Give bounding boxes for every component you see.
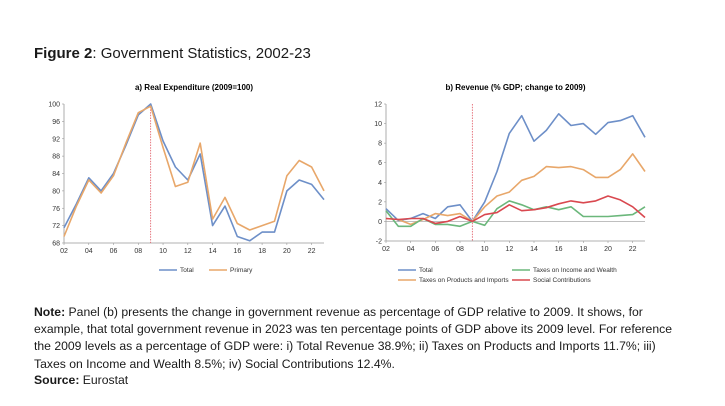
y-tick-label: 96 bbox=[52, 119, 60, 126]
x-tick-label: 06 bbox=[431, 246, 439, 253]
figure-title: Figure 2: Government Statistics, 2002-23 bbox=[34, 45, 311, 62]
x-tick-label: 16 bbox=[233, 248, 241, 255]
legend-label: Primary bbox=[230, 267, 253, 274]
x-tick-label: 16 bbox=[555, 246, 563, 253]
y-tick-label: 12 bbox=[374, 102, 382, 109]
x-tick-label: 20 bbox=[283, 248, 291, 255]
note-paragraph: Note: Panel (b) presents the change in g… bbox=[34, 304, 684, 373]
source-text: Eurostat bbox=[79, 373, 129, 387]
series-line-taxes-on-products-and-imports bbox=[385, 153, 646, 226]
series-line-total bbox=[385, 112, 646, 223]
series-line-primary bbox=[63, 105, 325, 237]
x-tick-label: 14 bbox=[530, 246, 538, 253]
y-tick-label: 4 bbox=[378, 180, 382, 187]
y-tick-label: 6 bbox=[378, 160, 382, 167]
y-tick-label: 84 bbox=[52, 171, 60, 178]
y-tick-label: 100 bbox=[48, 102, 60, 109]
x-tick-label: 18 bbox=[579, 246, 587, 253]
y-tick-label: 72 bbox=[52, 223, 60, 230]
x-tick-label: 14 bbox=[209, 248, 217, 255]
y-tick-label: 80 bbox=[52, 188, 60, 195]
note-text: Panel (b) presents the change in governm… bbox=[34, 305, 672, 371]
source-line: Source: Eurostat bbox=[34, 373, 128, 387]
x-tick-label: 10 bbox=[481, 246, 489, 253]
x-tick-label: 10 bbox=[159, 248, 167, 255]
note-label: Note: bbox=[34, 305, 66, 319]
x-tick-label: 12 bbox=[184, 248, 192, 255]
figure-title-text: : Government Statistics, 2002-23 bbox=[92, 45, 311, 62]
chart-title: b) Revenue (% GDP; change to 2009) bbox=[445, 83, 585, 92]
y-tick-label: 76 bbox=[52, 206, 60, 213]
x-tick-label: 02 bbox=[382, 246, 390, 253]
y-tick-label: 68 bbox=[52, 241, 60, 248]
y-tick-label: 0 bbox=[378, 219, 382, 226]
x-tick-label: 04 bbox=[407, 246, 415, 253]
x-tick-label: 22 bbox=[629, 246, 637, 253]
source-label: Source: bbox=[34, 373, 80, 387]
legend-label: Total bbox=[419, 267, 433, 274]
x-tick-label: 18 bbox=[258, 248, 266, 255]
y-tick-label: 8 bbox=[378, 141, 382, 148]
chart-real-expenditure: a) Real Expenditure (2009=100) 100 96 92 88 8… bbox=[48, 83, 325, 274]
series-line-total bbox=[63, 103, 325, 242]
x-tick-label: 22 bbox=[308, 248, 316, 255]
x-tick-label: 12 bbox=[505, 246, 513, 253]
legend-label: Total bbox=[180, 267, 194, 274]
x-tick-label: 06 bbox=[110, 248, 118, 255]
legend-label: Taxes on Income and Wealth bbox=[533, 267, 617, 274]
figure-label: Figure 2 bbox=[34, 45, 93, 62]
x-tick-label: 08 bbox=[456, 246, 464, 253]
y-tick-label: 2 bbox=[378, 199, 382, 206]
series-line-social-contributions bbox=[385, 195, 646, 225]
chart-title: a) Real Expenditure (2009=100) bbox=[135, 83, 253, 92]
x-tick-label: 04 bbox=[85, 248, 93, 255]
chart-revenue: b) Revenue (% GDP; change to 2009) 12 10 8 6… bbox=[374, 83, 646, 284]
y-tick-label: 10 bbox=[374, 121, 382, 128]
x-tick-label: 08 bbox=[134, 248, 142, 255]
x-tick-label: 20 bbox=[604, 246, 612, 253]
y-tick-label: 92 bbox=[52, 136, 60, 143]
y-tick-label: 88 bbox=[52, 154, 60, 161]
x-tick-label: 02 bbox=[60, 248, 68, 255]
y-tick-label: -2 bbox=[376, 239, 382, 246]
legend-label: Social Contributions bbox=[533, 277, 592, 284]
legend-label: Taxes on Products and Imports bbox=[419, 277, 509, 284]
